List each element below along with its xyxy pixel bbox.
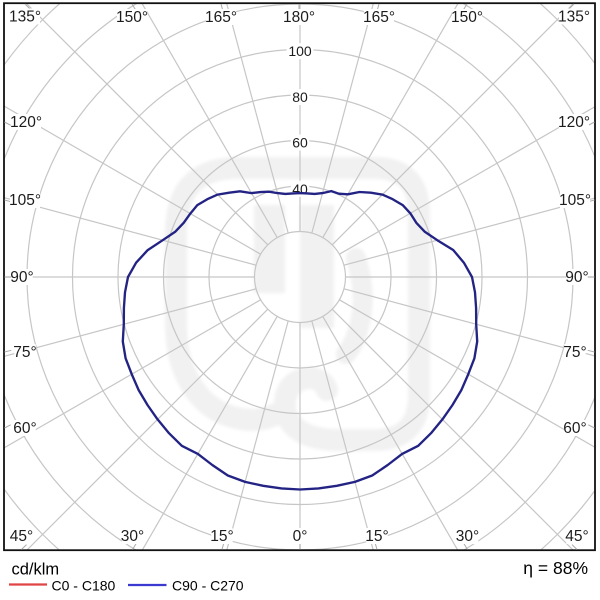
svg-text:45°: 45° bbox=[565, 528, 588, 545]
svg-text:C0 - C180: C0 - C180 bbox=[52, 578, 116, 594]
svg-text:30°: 30° bbox=[121, 528, 144, 545]
svg-text:150°: 150° bbox=[451, 9, 483, 26]
svg-text:105°: 105° bbox=[9, 192, 41, 209]
svg-text:120°: 120° bbox=[558, 114, 590, 131]
svg-text:C90 - C270: C90 - C270 bbox=[172, 578, 244, 594]
svg-text:100: 100 bbox=[288, 43, 312, 59]
svg-text:15°: 15° bbox=[210, 528, 233, 545]
svg-text:80: 80 bbox=[292, 89, 308, 105]
svg-text:90°: 90° bbox=[565, 269, 588, 286]
svg-text:180°: 180° bbox=[283, 9, 315, 26]
svg-text:30°: 30° bbox=[456, 528, 479, 545]
svg-text:75°: 75° bbox=[563, 344, 586, 361]
svg-text:60°: 60° bbox=[563, 420, 586, 437]
svg-text:45°: 45° bbox=[10, 528, 33, 545]
svg-text:75°: 75° bbox=[13, 344, 36, 361]
svg-text:165°: 165° bbox=[205, 9, 237, 26]
svg-text:90°: 90° bbox=[10, 269, 33, 286]
svg-text:150°: 150° bbox=[116, 9, 148, 26]
svg-text:60: 60 bbox=[292, 135, 308, 151]
svg-text:cd/klm: cd/klm bbox=[12, 561, 60, 579]
svg-text:135°: 135° bbox=[9, 9, 41, 26]
svg-text:165°: 165° bbox=[363, 9, 395, 26]
svg-text:0°: 0° bbox=[293, 528, 308, 545]
svg-text:135°: 135° bbox=[558, 9, 590, 26]
svg-text:η = 88%: η = 88% bbox=[523, 558, 588, 578]
svg-text:120°: 120° bbox=[10, 114, 42, 131]
svg-text:105°: 105° bbox=[559, 192, 591, 209]
svg-text:60°: 60° bbox=[13, 420, 36, 437]
svg-text:15°: 15° bbox=[365, 528, 388, 545]
